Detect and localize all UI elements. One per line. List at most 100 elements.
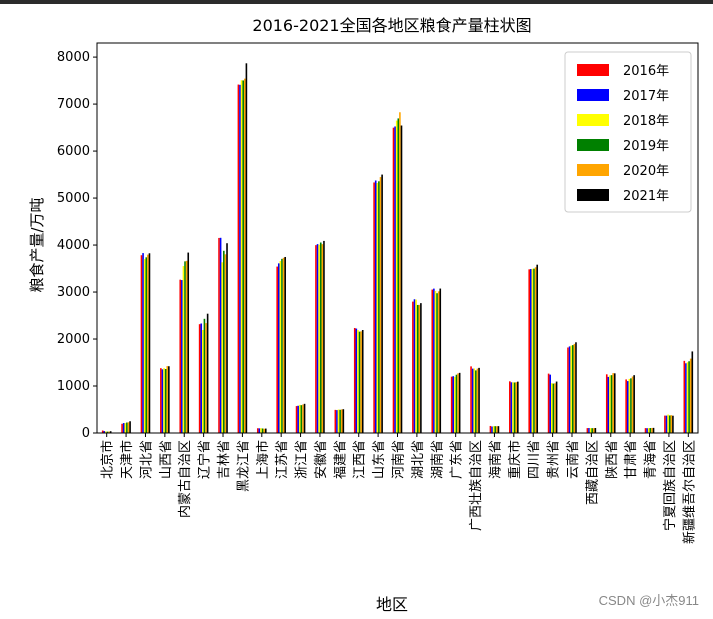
bar <box>256 428 259 433</box>
bar <box>568 346 571 433</box>
x-tick-label: 西藏自治区 <box>585 440 600 505</box>
bar <box>457 373 459 433</box>
bar <box>478 367 480 433</box>
y-tick-label: 4000 <box>57 238 90 253</box>
bar <box>334 409 337 433</box>
bar <box>276 266 278 433</box>
bar <box>552 383 555 433</box>
x-tick-label: 北京市 <box>100 440 116 479</box>
y-tick-label: 7000 <box>57 97 90 112</box>
bar <box>109 431 112 433</box>
bar <box>573 343 576 433</box>
bar <box>264 428 267 433</box>
bar <box>413 299 416 433</box>
bar <box>147 254 149 433</box>
bar <box>452 376 455 433</box>
bar <box>284 256 286 433</box>
legend-label: 2016年 <box>623 64 669 79</box>
bar <box>397 118 400 434</box>
bar <box>219 237 222 433</box>
x-tick-label: 山西省 <box>159 440 174 479</box>
x-tick-label: 江苏省 <box>274 440 290 479</box>
bar <box>260 428 262 433</box>
bar <box>646 428 648 433</box>
legend-swatch <box>577 164 609 176</box>
bar <box>242 80 244 433</box>
bar <box>628 378 631 433</box>
bar <box>302 404 304 433</box>
bar <box>261 428 264 433</box>
bar <box>378 181 380 433</box>
legend-swatch <box>577 89 609 101</box>
bar <box>103 431 106 433</box>
top-border <box>0 0 713 4</box>
bar <box>567 347 569 433</box>
bar <box>586 428 589 433</box>
bar <box>337 409 340 433</box>
bar <box>436 293 438 433</box>
y-tick-label: 3000 <box>57 285 90 300</box>
y-tick-label: 0 <box>82 426 90 441</box>
bar <box>607 376 610 433</box>
bar <box>166 366 169 433</box>
bar <box>412 301 414 433</box>
bar <box>434 290 437 433</box>
bar <box>613 373 616 433</box>
bar <box>685 363 687 433</box>
x-tick-label: 河北省 <box>139 440 154 479</box>
legend-swatch <box>577 189 609 201</box>
x-axis-label: 地区 <box>376 595 408 614</box>
bar <box>394 126 396 433</box>
bar <box>376 183 379 433</box>
bar <box>688 361 690 433</box>
bar <box>554 383 556 433</box>
bar <box>647 428 650 433</box>
bar <box>223 250 225 433</box>
bar <box>181 280 183 433</box>
bar <box>530 269 532 433</box>
bar <box>433 288 435 433</box>
bar <box>187 252 190 433</box>
bar <box>129 421 131 433</box>
x-tick-label: 山东省 <box>372 440 387 479</box>
bar <box>439 288 442 433</box>
bar <box>182 266 185 433</box>
bar <box>361 330 364 433</box>
y-tick-label: 1000 <box>57 379 90 394</box>
x-tick-label: 青海省 <box>644 440 659 479</box>
bar <box>126 422 128 433</box>
bar <box>431 289 434 433</box>
bar <box>185 260 188 433</box>
bar <box>392 127 395 434</box>
x-tick-label: 湖南省 <box>429 440 445 479</box>
legend-label: 2020年 <box>623 164 669 179</box>
bar <box>316 244 319 433</box>
bar <box>355 328 358 433</box>
bar <box>101 430 104 433</box>
legend-label: 2018年 <box>623 114 669 129</box>
bar <box>224 254 227 433</box>
bar <box>473 368 476 433</box>
bar <box>203 318 206 433</box>
x-tick-label: 海南省 <box>487 440 503 479</box>
bar <box>142 253 144 433</box>
bar <box>258 428 261 433</box>
x-tick-label: 甘肃省 <box>624 440 639 479</box>
bar <box>245 63 248 434</box>
x-tick-label: 浙江省 <box>295 440 310 479</box>
x-tick-label: 贵州省 <box>547 440 562 479</box>
bar <box>570 345 572 433</box>
bar <box>592 428 595 433</box>
bar <box>691 351 694 433</box>
x-tick-label: 云南省 <box>565 440 581 479</box>
bar <box>295 406 298 433</box>
x-tick-label: 内蒙古自治区 <box>177 440 193 518</box>
x-tick-label: 四川省 <box>527 440 542 479</box>
x-tick-label: 河南省 <box>391 440 407 479</box>
bar <box>106 431 109 433</box>
bar <box>340 409 343 433</box>
bar <box>321 244 324 433</box>
legend-swatch <box>577 139 609 151</box>
bar <box>533 268 535 433</box>
bar <box>651 427 653 433</box>
